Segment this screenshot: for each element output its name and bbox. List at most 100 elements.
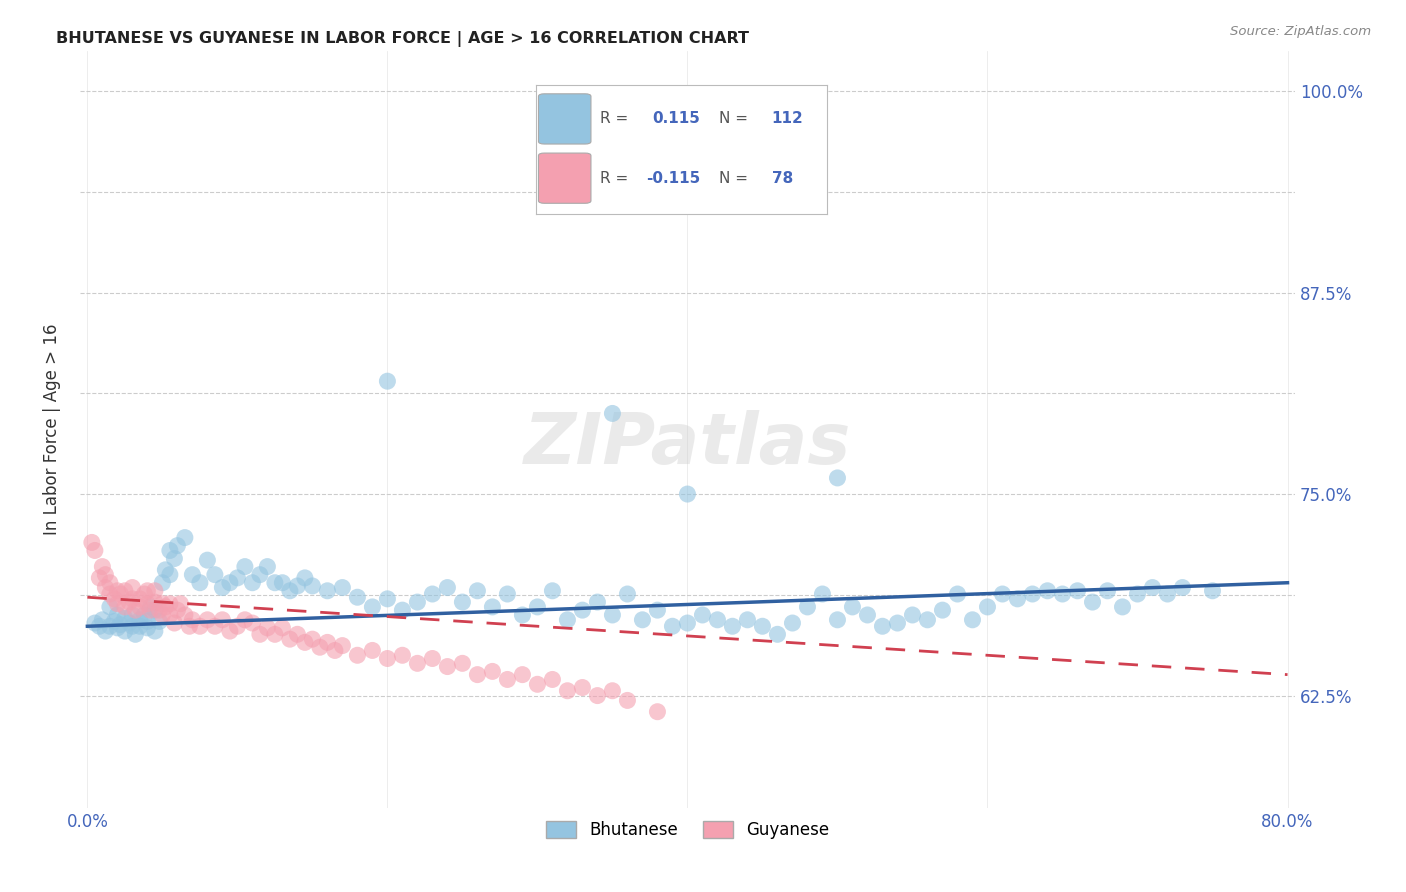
Point: [377, 651, 399, 665]
Point: [150, 607, 173, 622]
Point: [323, 643, 346, 657]
Point: [148, 615, 170, 629]
Point: [467, 583, 489, 598]
Point: [197, 553, 219, 567]
Point: [173, 531, 195, 545]
Point: [422, 587, 444, 601]
Point: [332, 581, 354, 595]
Point: [526, 599, 548, 614]
Point: [616, 693, 638, 707]
Point: [541, 583, 564, 598]
Point: [105, 621, 128, 635]
Point: [1021, 587, 1043, 601]
Y-axis label: In Labor Force | Age > 16: In Labor Force | Age > 16: [44, 324, 60, 535]
Point: [361, 643, 384, 657]
Point: [128, 599, 150, 614]
Point: [309, 640, 332, 655]
Point: [647, 705, 669, 719]
Point: [134, 607, 156, 622]
Point: [811, 587, 834, 601]
Point: [136, 621, 159, 635]
Point: [128, 613, 150, 627]
Point: [406, 595, 429, 609]
Point: [931, 603, 953, 617]
Point: [114, 583, 136, 598]
Point: [1126, 587, 1149, 601]
Point: [294, 571, 316, 585]
Point: [841, 599, 863, 614]
Point: [422, 651, 444, 665]
Point: [602, 607, 624, 622]
Point: [204, 619, 226, 633]
Point: [467, 667, 489, 681]
Point: [1156, 587, 1178, 601]
Point: [136, 583, 159, 598]
Point: [751, 619, 773, 633]
Point: [166, 539, 188, 553]
Point: [94, 624, 117, 639]
Point: [179, 619, 201, 633]
Point: [827, 613, 849, 627]
Point: [83, 615, 105, 630]
Point: [346, 591, 368, 605]
Point: [121, 607, 143, 622]
Point: [661, 619, 683, 633]
Point: [631, 613, 654, 627]
Point: [256, 621, 278, 635]
Point: [128, 591, 150, 606]
Point: [391, 603, 413, 617]
Point: [249, 627, 271, 641]
Point: [526, 677, 548, 691]
Point: [264, 627, 287, 641]
Point: [602, 406, 624, 420]
Point: [136, 597, 159, 611]
Point: [169, 597, 191, 611]
Point: [557, 613, 579, 627]
Text: Source: ZipAtlas.com: Source: ZipAtlas.com: [1230, 25, 1371, 38]
Point: [1097, 583, 1119, 598]
Point: [155, 563, 177, 577]
Point: [782, 615, 804, 630]
Point: [316, 583, 339, 598]
Point: [316, 635, 339, 649]
Point: [1171, 581, 1194, 595]
Point: [512, 607, 534, 622]
Point: [242, 615, 264, 630]
Point: [377, 591, 399, 606]
Point: [571, 603, 593, 617]
Point: [706, 613, 728, 627]
Point: [496, 673, 519, 687]
Point: [143, 624, 166, 639]
Point: [451, 595, 474, 609]
Point: [114, 624, 136, 639]
Point: [105, 583, 128, 598]
Point: [233, 559, 256, 574]
Point: [159, 607, 181, 622]
Point: [962, 613, 984, 627]
Point: [159, 567, 181, 582]
Legend: Bhutanese, Guyanese: Bhutanese, Guyanese: [538, 814, 837, 846]
Point: [98, 587, 121, 601]
Point: [159, 543, 181, 558]
Point: [94, 567, 117, 582]
Point: [110, 617, 132, 632]
Point: [377, 374, 399, 388]
Point: [197, 613, 219, 627]
Point: [1007, 591, 1029, 606]
Point: [103, 615, 125, 629]
Point: [1081, 595, 1104, 609]
Point: [242, 575, 264, 590]
Point: [721, 619, 744, 633]
Point: [118, 615, 141, 630]
Point: [105, 597, 128, 611]
Point: [94, 581, 117, 595]
Point: [124, 603, 146, 617]
Point: [346, 648, 368, 663]
Point: [143, 595, 166, 609]
Point: [114, 599, 136, 614]
Point: [586, 595, 609, 609]
Point: [103, 591, 125, 606]
Point: [278, 583, 301, 598]
Point: [1052, 587, 1074, 601]
Point: [155, 599, 177, 614]
